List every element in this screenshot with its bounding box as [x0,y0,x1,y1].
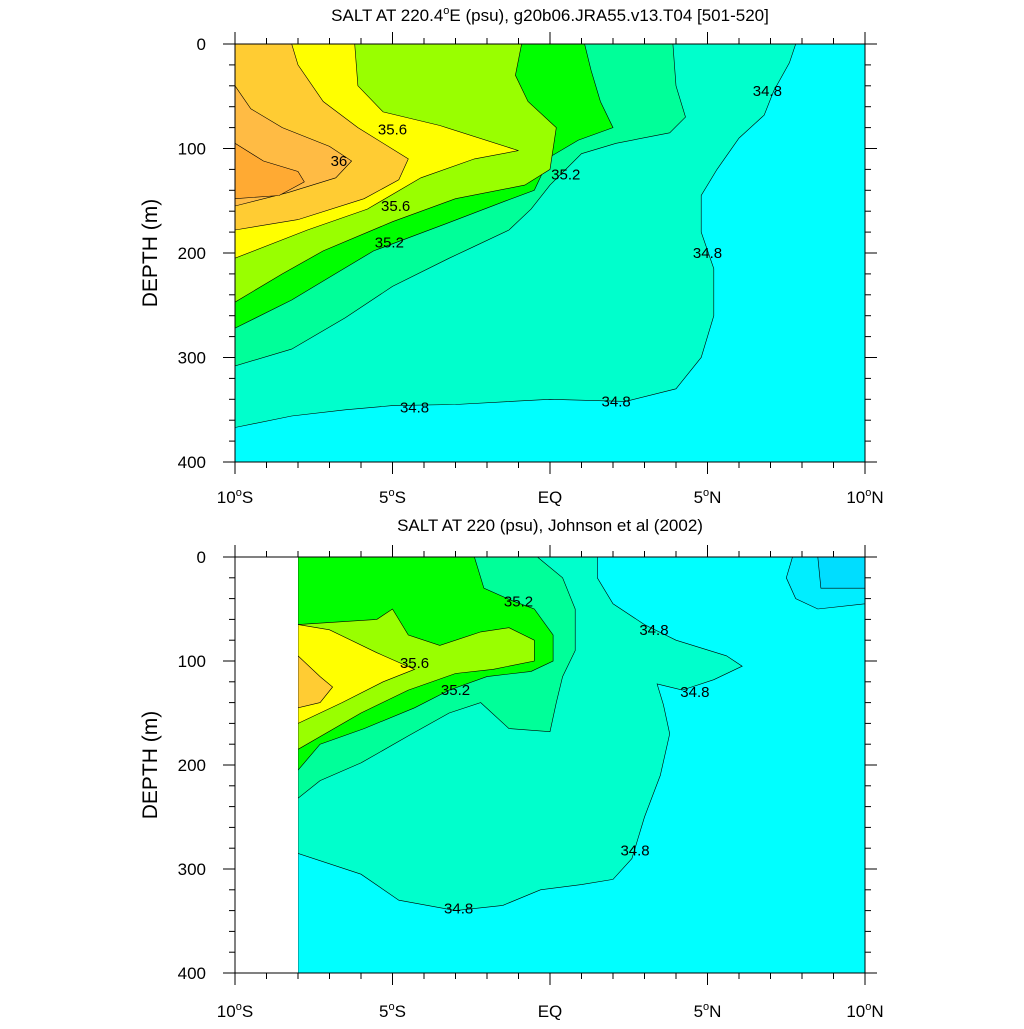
y-tick-label: 300 [178,349,206,368]
contour-region-35.6 [298,624,416,724]
y-tick-label: 100 [178,652,206,671]
contour-label: 34.8 [400,400,429,417]
contour-fills [298,557,865,973]
x-tick-label: 5oS [379,487,406,507]
y-axis-label: DEPTH (m) [139,711,162,820]
y-axis-label: DEPTH (m) [139,199,162,308]
contour-label: 35.2 [551,167,580,184]
contour-label: 35.2 [441,682,470,699]
contour-fills [235,44,865,462]
contour-label: 35.6 [381,198,410,215]
contour-label: 34.8 [602,393,631,410]
y-tick-label: 100 [178,140,206,159]
tick-marks [223,545,877,985]
contour-label: 34.8 [680,684,709,701]
contour-label: 34.8 [620,842,649,859]
x-tick-label: 5oN [694,487,722,507]
chart-title: SALT AT 220 (psu), Johnson et al (2002) [397,516,703,535]
x-tick-label: EQ [538,488,563,507]
x-tick-label: 10oS [217,1001,253,1021]
contour-label: 35.2 [375,235,404,252]
contour-region-35.8 [298,655,334,709]
y-tick-label: 400 [178,964,206,983]
x-tick-label: 5oS [379,1001,406,1021]
contour-label: 36 [331,153,348,170]
contour-label: 34.8 [444,901,473,918]
contour-label: 35.6 [378,122,407,139]
y-tick-label: 200 [178,756,206,775]
tick-marks [223,32,877,474]
y-tick-label: 0 [197,35,206,54]
contour-label: 34.8 [753,83,782,100]
panel-top: 35.6 36 35.6 35.2 35.2 34.8 34.8 34.8 34.8 0 100 20… [139,5,884,507]
contour-label: 35.6 [400,655,429,672]
contour-label: 35.2 [504,594,533,611]
contour-region-36.2 [235,142,305,200]
x-tick-label: 10oN [846,487,883,507]
contour-region-34.2 [817,557,865,589]
y-tick-label: 200 [178,244,206,263]
x-tick-label: 5oN [694,1001,722,1021]
y-tick-label: 0 [197,548,206,567]
y-tick-label: 300 [178,860,206,879]
contour-label: 34.8 [693,245,722,262]
panel-bottom: 35.2 35.6 35.2 34.8 34.8 34.8 34.8 0 100 200 300 40… [139,516,884,1021]
x-tick-label: 10oS [217,487,253,507]
y-tick-label: 400 [178,453,206,472]
chart-title: SALT AT 220.4oE (psu), g20b06.JRA55.v13.… [331,5,769,25]
x-tick-label: 10oN [846,1001,883,1021]
x-tick-label: EQ [538,1002,563,1021]
contour-label: 34.8 [639,622,668,639]
